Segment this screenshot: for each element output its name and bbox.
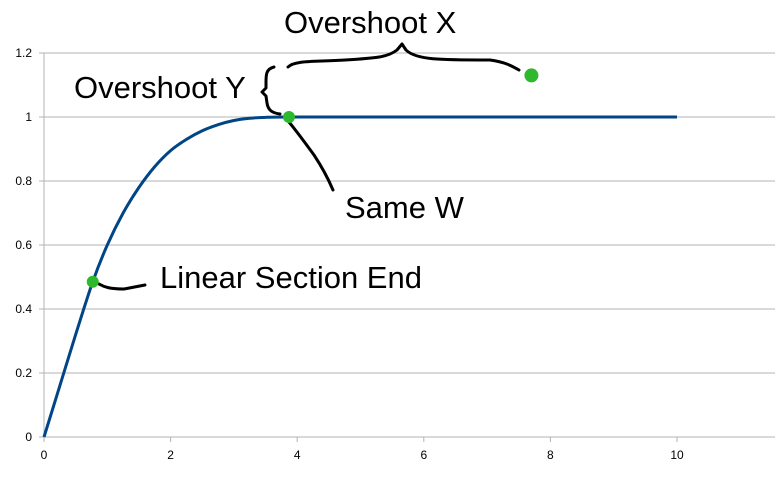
overshoot-y-brace: [260, 65, 282, 116]
series-layer: [42, 115, 677, 438]
x-tick-label: 0: [41, 448, 48, 462]
x-tick-label: 6: [420, 448, 427, 462]
x-tick-label: 8: [547, 448, 554, 462]
y-tick-labels: 0 0.2 0.4 0.6 0.8 1 1.2: [15, 46, 32, 444]
x-tick-label: 10: [670, 448, 684, 462]
y-tick-label: 0.6: [15, 238, 32, 252]
annotation-same-w: Same W: [345, 190, 465, 225]
y-tick-label: 1.2: [15, 46, 32, 60]
annotation-marks: [97, 42, 521, 291]
y-tick-label: 0.2: [15, 366, 32, 380]
highlight-points-layer: [86, 68, 539, 288]
y-tick-label: 0.8: [15, 174, 32, 188]
y-tick-label: 0: [25, 430, 32, 444]
series-line: [42, 115, 677, 438]
x-tick-label: 2: [167, 448, 174, 462]
axes: [43, 53, 775, 438]
linear-section-end-pointer: [97, 282, 147, 291]
overshoot-x-brace: [286, 42, 521, 72]
annotation-overshoot-y: Overshoot Y: [74, 70, 246, 105]
grid-lines: [39, 52, 775, 442]
annotations: Overshoot X Overshoot Y Same W Linear Se…: [74, 5, 465, 295]
highlight-point-linear-section-end: [86, 275, 99, 288]
x-tick-labels: 0 2 4 6 8 10: [41, 448, 684, 462]
x-tick-label: 4: [294, 448, 301, 462]
highlight-point-same-w: [282, 111, 295, 123]
y-tick-label: 0.4: [15, 302, 32, 316]
highlight-point-overshoot: [524, 68, 539, 83]
annotation-overshoot-x: Overshoot X: [284, 5, 457, 40]
annotation-linear-section-end: Linear Section End: [160, 260, 422, 295]
y-tick-label: 1: [25, 110, 32, 124]
same-w-pointer: [287, 120, 335, 192]
